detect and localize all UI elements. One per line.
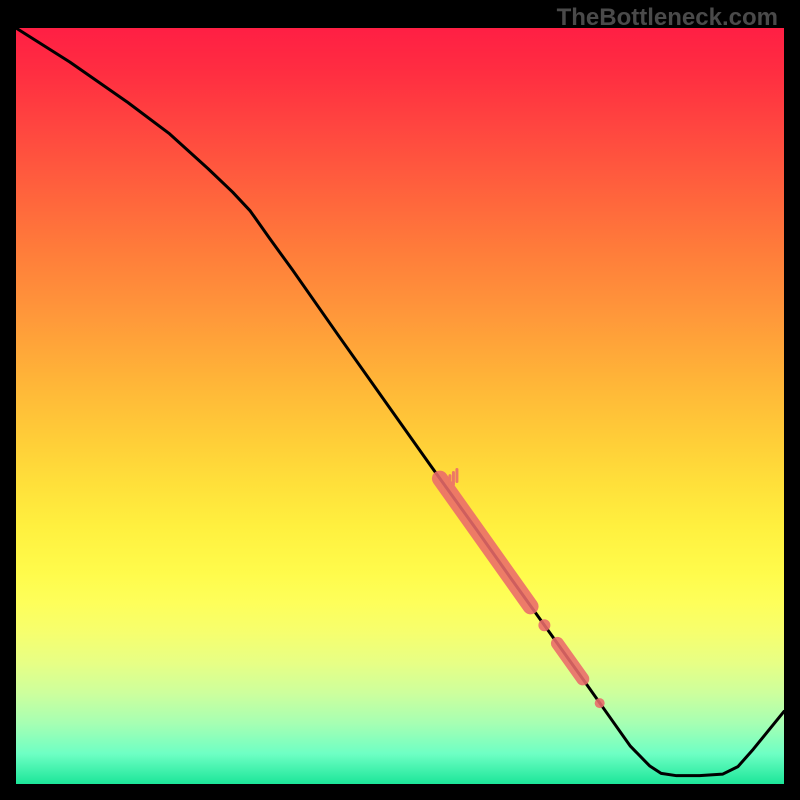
marker-dot xyxy=(595,698,605,708)
chart-frame xyxy=(0,0,16,800)
chart-frame xyxy=(0,784,800,800)
marker-dot xyxy=(538,619,550,631)
chart-frame xyxy=(784,0,800,800)
bottleneck-chart xyxy=(0,0,800,800)
watermark-text: TheBottleneck.com xyxy=(557,4,778,32)
plot-background xyxy=(16,28,784,784)
